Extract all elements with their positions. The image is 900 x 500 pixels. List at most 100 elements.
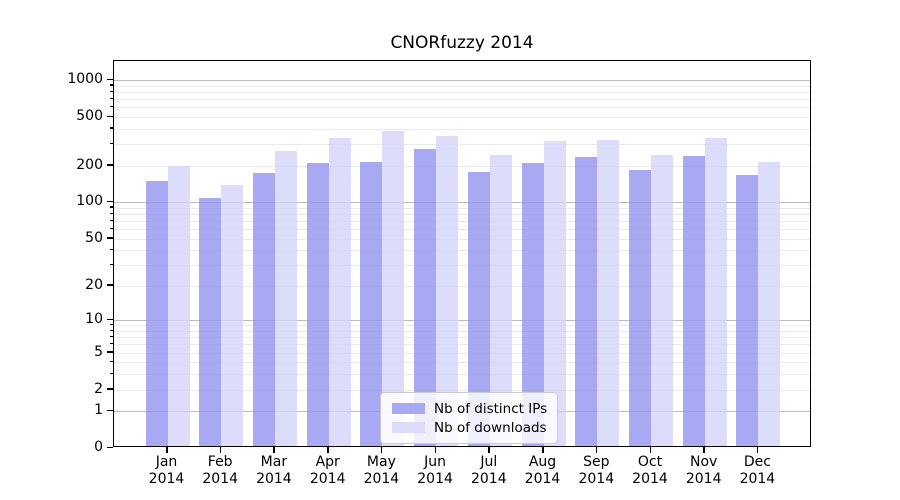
xtick-year-oct: 2014 (632, 471, 668, 487)
gridline-minor-9 (114, 325, 810, 327)
xtick-year-feb: 2014 (202, 471, 238, 487)
xtick-year-jun: 2014 (417, 471, 453, 487)
xtick-year-apr: 2014 (309, 471, 346, 487)
bar-nb-of-downloads-may (382, 130, 405, 446)
xtick-month-mar: Mar (260, 454, 288, 470)
xtick-month-nov: Nov (690, 454, 718, 470)
gridline-minor-600 (114, 107, 810, 109)
xtick-mark-jul (488, 447, 490, 453)
ytick-label-50: 50 (85, 229, 103, 246)
xtick-year-dec: 2014 (739, 471, 776, 487)
gridline-major-100 (114, 202, 810, 204)
gridline-minor-70 (114, 221, 810, 222)
ytick-label-5: 5 (94, 343, 103, 360)
ytick-mark-20 (107, 284, 113, 286)
gridline-minor-60 (114, 229, 810, 231)
xtick-mark-jun (434, 447, 437, 453)
bar-nb-of-downloads-jun (436, 136, 459, 446)
ytick-minor-mark-30 (110, 263, 113, 266)
xtick-mark-may (380, 447, 383, 453)
xtick-label-jul: Jul 2014 (461, 454, 517, 488)
ytick-mark-10 (107, 318, 113, 321)
ytick-minor-mark-4 (110, 360, 113, 363)
bar-nb-of-distinct-ips-jul (467, 171, 490, 446)
bar-nb-of-distinct-ips-aug (521, 162, 544, 446)
bar-nb-of-distinct-ips-dec (736, 174, 759, 446)
bar-nb-of-downloads-jan (167, 166, 190, 446)
gridline-minor-700 (114, 99, 810, 101)
xtick-label-nov: Nov 2014 (676, 454, 732, 488)
ytick-minor-mark-90 (110, 206, 113, 208)
gridline-minor-50 (114, 238, 810, 240)
legend: Nb of distinct IPs Nb of downloads (380, 392, 559, 444)
xtick-label-feb: Feb 2014 (192, 454, 248, 488)
xtick-label-dec: Dec 2014 (729, 454, 785, 488)
ytick-mark-500 (107, 115, 113, 117)
ytick-mark-1 (107, 409, 113, 412)
bar-nb-of-distinct-ips-apr (306, 163, 329, 446)
ytick-mark-50 (107, 237, 113, 239)
xtick-label-oct: Oct 2014 (622, 454, 678, 488)
ytick-minor-mark-40 (110, 248, 113, 251)
bar-nb-of-downloads-apr (328, 138, 351, 446)
legend-swatch-downloads (392, 422, 425, 433)
ytick-mark-0 (107, 446, 113, 448)
ytick-mark-100 (107, 200, 113, 203)
gridline-minor-800 (114, 92, 810, 93)
bar-nb-of-distinct-ips-jun (414, 148, 437, 446)
bar-nb-of-downloads-mar (274, 151, 297, 446)
xtick-label-sep: Sep 2014 (568, 454, 624, 488)
xtick-month-jul: Jul (480, 454, 498, 470)
xtick-month-feb: Feb (207, 454, 233, 470)
bar-nb-of-downloads-jul (489, 154, 512, 446)
ytick-label-200: 200 (76, 156, 103, 173)
ytick-minor-mark-7 (110, 335, 113, 338)
ytick-minor-mark-6 (110, 342, 113, 345)
xtick-month-may: May (366, 454, 396, 470)
gridline-minor-90 (114, 207, 810, 209)
gridline-major-10 (114, 320, 810, 322)
ytick-minor-mark-700 (110, 97, 113, 100)
gridline-minor-500 (114, 117, 810, 118)
xtick-year-jan: 2014 (148, 471, 185, 487)
gridline-minor-30 (114, 265, 810, 267)
xtick-mark-feb (219, 447, 222, 453)
gridline-minor-3 (114, 374, 810, 376)
ytick-mark-200 (107, 164, 113, 166)
bar-nb-of-downloads-nov (704, 138, 727, 446)
xtick-month-dec: Dec (743, 454, 771, 470)
ytick-minor-mark-9 (110, 323, 113, 326)
ytick-label-10: 10 (85, 311, 103, 328)
xtick-label-jan: Jan 2014 (139, 454, 195, 488)
xtick-mark-mar (273, 447, 275, 453)
gridline-minor-40 (114, 250, 810, 252)
gridline-major-1000 (114, 80, 810, 82)
xtick-mark-jan (166, 447, 168, 453)
xtick-label-mar: Mar 2014 (246, 454, 302, 488)
ytick-label-0: 0 (94, 439, 103, 455)
ytick-label-2: 2 (94, 380, 103, 397)
xtick-mark-nov (703, 447, 705, 453)
xtick-month-aug: Aug (528, 454, 557, 470)
xtick-year-sep: 2014 (578, 471, 615, 487)
gridline-minor-400 (114, 128, 810, 130)
ytick-minor-mark-70 (110, 219, 113, 221)
ytick-mark-2 (107, 388, 113, 390)
gridline-minor-2 (114, 389, 810, 391)
xtick-year-mar: 2014 (256, 471, 292, 487)
bar-nb-of-downloads-oct (651, 154, 673, 446)
gridline-minor-8 (114, 331, 810, 332)
legend-item-distinct-ips: Nb of distinct IPs (392, 399, 547, 418)
bar-nb-of-distinct-ips-nov (682, 155, 705, 446)
ytick-minor-mark-80 (110, 212, 113, 214)
ytick-minor-mark-300 (110, 142, 113, 145)
bar-nb-of-distinct-ips-jan (145, 181, 168, 446)
xtick-month-oct: Oct (637, 454, 663, 470)
bar-nb-of-distinct-ips-may (360, 161, 383, 446)
bar-nb-of-downloads-dec (758, 162, 781, 446)
bar-nb-of-downloads-sep (597, 139, 620, 446)
xtick-label-jun: Jun 2014 (407, 454, 463, 488)
xtick-month-apr: Apr (315, 454, 340, 470)
bar-nb-of-distinct-ips-mar (252, 172, 275, 446)
